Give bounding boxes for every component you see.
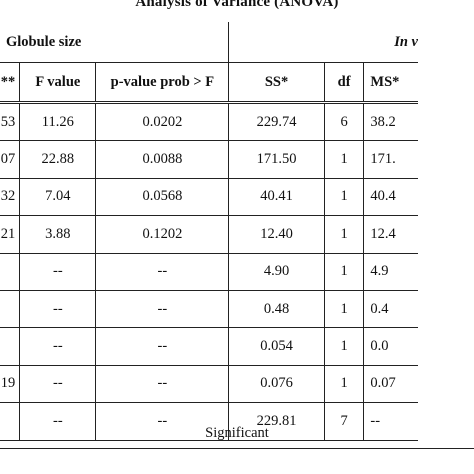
column-header-row: ** F value p-value prob > F SS* df MS* [0,62,418,104]
cell-df: 1 [324,365,365,404]
cell-df: 1 [324,327,365,366]
cell-ss: 0.054 [228,327,325,366]
table-row: -- -- 0.48 1 0.4 [0,290,418,329]
table-row: -- -- 229.81 7 -- [0,402,418,441]
cell-ms [0,402,21,441]
cell-ms-invitro: 0.07 [363,365,418,404]
table-title: Analysis of Variance (ANOVA) [135,0,339,10]
cell-p-value: -- [95,402,230,441]
footnote-significant: Significant [205,425,269,441]
cell-ms-invitro: 40.4 [363,178,418,217]
cell-ss: 0.076 [228,365,325,404]
cell-df: 1 [324,140,365,179]
col-header-ms: ** [0,62,21,104]
col-header-ms-invitro: MS* [363,62,418,104]
cell-ms-invitro: 0.4 [363,290,418,329]
cell-ms-invitro: 0.0 [363,327,418,366]
cell-ms [0,290,21,329]
cell-ms-invitro: -- [363,402,418,441]
cell-df: 7 [324,402,365,441]
table-row: 19 -- -- 0.076 1 0.07 [0,365,418,404]
table-bottom-rule [0,448,474,449]
cell-ss: 229.74 [228,102,325,142]
cell-ms: 07 [0,140,21,179]
cell-p-value: 0.0088 [95,140,230,179]
cell-ms-invitro: 171. [363,140,418,179]
table-row: 53 11.26 0.0202 229.74 6 38.2 [0,102,418,142]
cell-f-value: -- [19,365,97,404]
cell-f-value: 7.04 [19,178,97,217]
cell-p-value: 0.0568 [95,178,230,217]
cell-ss: 40.41 [228,178,325,217]
table-row: 32 7.04 0.0568 40.41 1 40.4 [0,178,418,217]
table-row: -- -- 0.054 1 0.0 [0,327,418,366]
cell-ms-invitro: 38.2 [363,102,418,142]
cell-ss: 4.90 [228,253,325,291]
cell-p-value: -- [95,365,230,404]
cell-p-value: 0.0202 [95,102,230,142]
cell-f-value: 3.88 [19,215,97,254]
cell-df: 6 [324,102,365,142]
cell-ss: 0.48 [228,290,325,329]
cell-f-value: -- [19,253,97,291]
table-row: -- -- 4.90 1 4.9 [0,253,418,291]
cell-ms-invitro: 4.9 [363,253,418,291]
cell-ms: 19 [0,365,21,404]
cell-ms [0,327,21,366]
col-header-f-value: F value [19,62,97,104]
cell-ms: 53 [0,102,21,142]
anova-table: Globule size In v ** F value p-value pro… [0,22,418,441]
cell-f-value: -- [19,327,97,366]
cell-f-value: 22.88 [19,140,97,179]
col-header-df: df [324,62,365,104]
cell-df: 1 [324,253,365,291]
cell-f-value: -- [19,290,97,329]
table-row: 07 22.88 0.0088 171.50 1 171. [0,140,418,179]
cell-df: 1 [324,178,365,217]
cell-df: 1 [324,290,365,329]
cell-ms: 21 [0,215,21,254]
cell-f-value: -- [19,402,97,441]
cell-ms: 32 [0,178,21,217]
cell-p-value: -- [95,327,230,366]
cell-df: 1 [324,215,365,254]
cell-ss: 229.81 [228,402,325,441]
cell-p-value: 0.1202 [95,215,230,254]
cell-p-value: -- [95,290,230,329]
cell-ms-invitro: 12.4 [363,215,418,254]
cell-ms [0,253,21,291]
col-header-ss: SS* [228,62,325,104]
cell-f-value: 11.26 [19,102,97,142]
group-header-row: Globule size In v [0,22,418,63]
cell-ss: 171.50 [228,140,325,179]
group-globule-size: Globule size [0,22,230,63]
group-in-vitro: In v [394,33,418,50]
cell-p-value: -- [95,253,230,291]
col-header-p-value: p-value prob > F [95,62,230,104]
cell-ss: 12.40 [228,215,325,254]
table-row: 21 3.88 0.1202 12.40 1 12.4 [0,215,418,254]
